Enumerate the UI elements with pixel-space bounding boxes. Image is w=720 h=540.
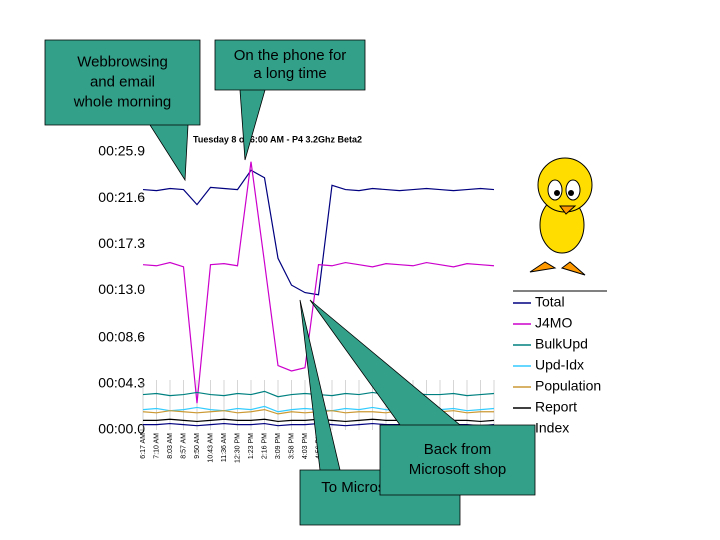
legend-label: J4MO [535, 315, 572, 331]
x-tick-label: 3:58 PM [288, 433, 295, 459]
legend-label: Index [535, 420, 569, 436]
y-tick-label: 00:13.0 [98, 281, 145, 297]
callout-fill [215, 40, 365, 90]
chart-title: Tuesday 8 of 6:00 AM - P4 3.2Ghz Beta2 [193, 134, 362, 144]
callout-fill [45, 40, 200, 125]
callout-text: Webbrowsing [77, 53, 168, 70]
x-tick-label: 9:50 AM [194, 433, 201, 459]
x-tick-label: 8:57 AM [180, 433, 187, 459]
callout-text: Microsoft shop [409, 461, 507, 478]
callout: Back from Microsoft shop [309, 299, 536, 496]
x-tick-label: 11:36 AM [221, 433, 228, 462]
callout-text: whole morning [73, 93, 172, 110]
callout-fill [380, 425, 535, 495]
y-tick-label: 00:00.0 [98, 421, 145, 437]
callout-text: On the phone for [234, 47, 347, 64]
series-line [142, 169, 495, 296]
x-tick-label: 7:10 AM [153, 433, 160, 459]
series-line [142, 161, 495, 404]
callout: Webbrowsing and email whole morning [44, 39, 201, 182]
legend-label: Population [535, 378, 601, 394]
x-tick-label: 10:43 AM [207, 433, 214, 463]
legend-label: BulkUpd [535, 336, 588, 352]
x-tick-label: 2:16 PM [261, 433, 268, 459]
callout-text: a long time [253, 65, 326, 82]
y-tick-label: 00:08.6 [98, 328, 145, 344]
y-tick-label: 00:25.9 [98, 143, 145, 159]
legend-label: Upd-Idx [535, 357, 584, 373]
legend-label: Report [535, 399, 577, 415]
y-tick-label: 00:17.3 [98, 235, 145, 251]
bird-illustration [529, 157, 593, 276]
callout-text: and email [90, 73, 155, 90]
x-tick-label: 4:03 PM [302, 433, 309, 459]
x-tick-label: 3:09 PM [275, 433, 282, 459]
x-tick-label: 12:30 PM [234, 433, 241, 463]
callout-text: Back from [424, 441, 492, 458]
y-tick-label: 00:04.3 [98, 375, 145, 391]
x-tick-label: 6:17 AM [140, 433, 147, 459]
y-tick-label: 00:21.6 [98, 189, 145, 205]
x-tick-label: 8:03 AM [167, 433, 174, 459]
legend-label: Total [535, 294, 565, 310]
x-tick-label: 1:23 PM [248, 433, 255, 459]
